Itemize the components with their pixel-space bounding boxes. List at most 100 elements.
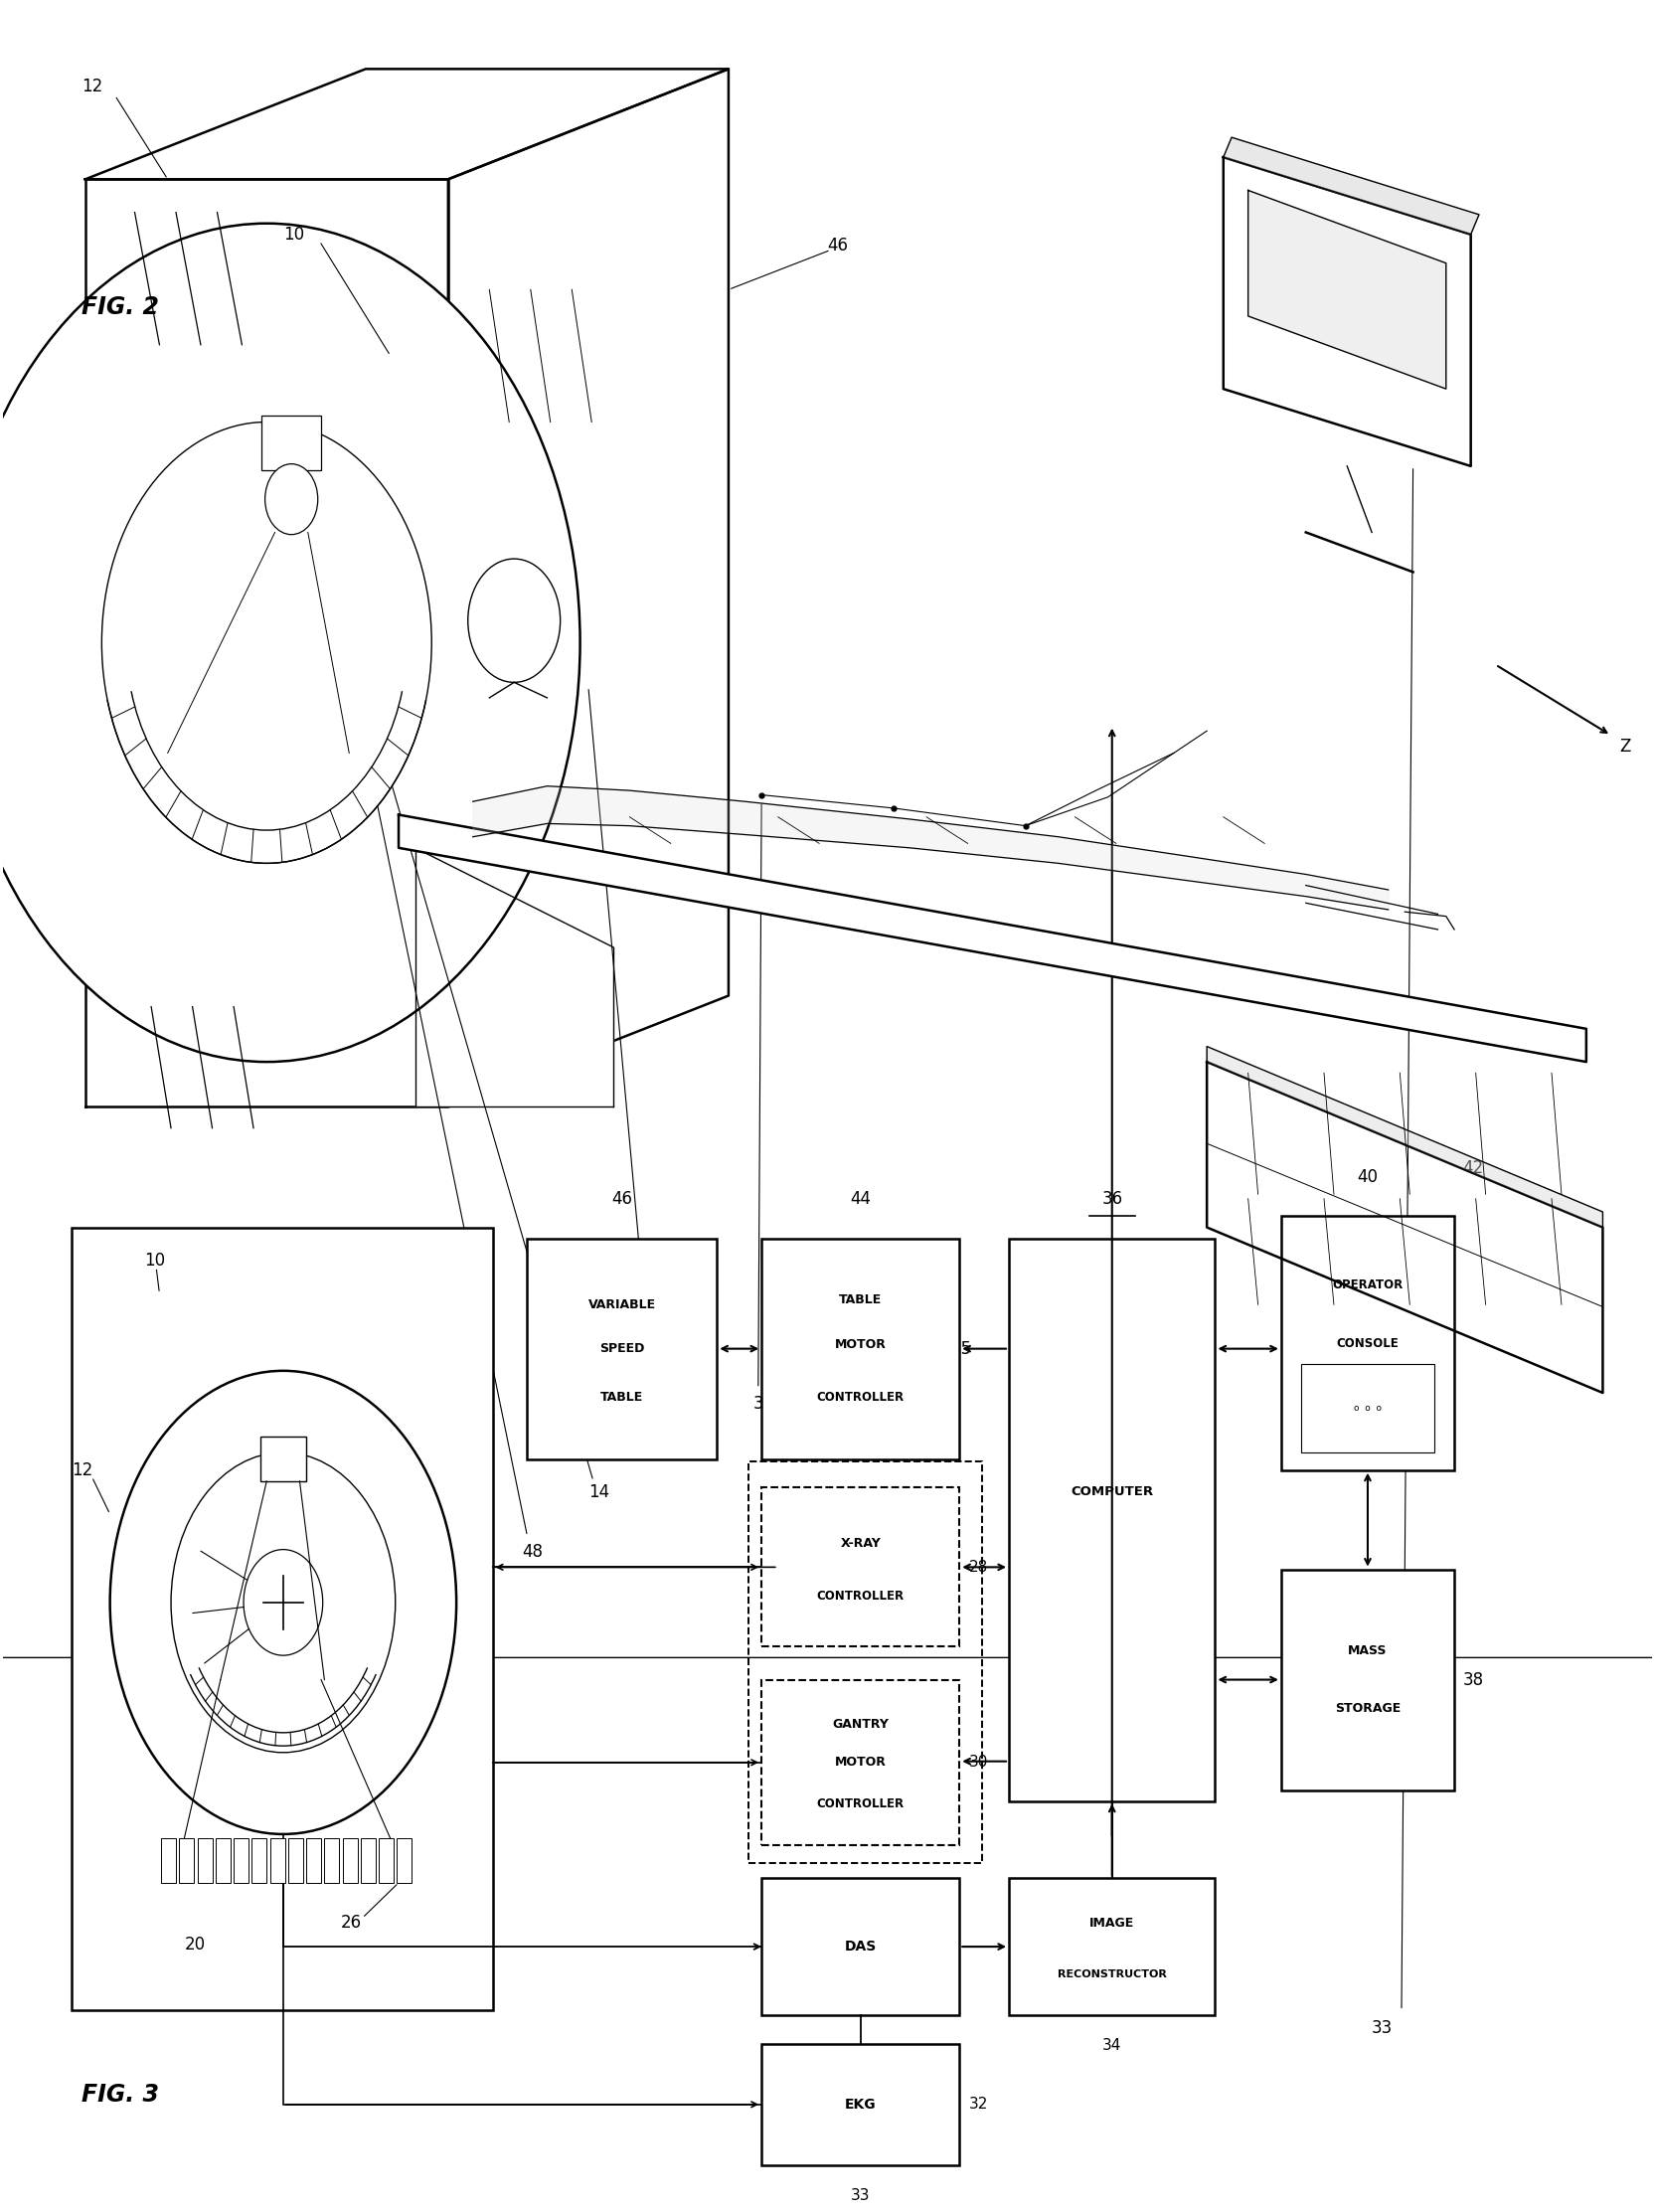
Bar	[379, 1838, 394, 1882]
Text: CONSOLE: CONSOLE	[1336, 1336, 1398, 1349]
Bar	[1300, 1365, 1434, 1453]
Text: o  o  o: o o o	[1353, 1405, 1381, 1413]
Text: 16: 16	[121, 1624, 139, 1639]
Circle shape	[468, 560, 561, 681]
Text: MOTOR: MOTOR	[834, 1756, 887, 1770]
Text: 22: 22	[137, 1717, 155, 1730]
Text: MASS: MASS	[1348, 1644, 1386, 1657]
Bar	[761, 1878, 959, 2015]
Text: RECONSTRUCTOR: RECONSTRUCTOR	[1057, 1969, 1166, 1980]
Text: COMPUTER: COMPUTER	[1070, 1484, 1153, 1498]
Ellipse shape	[101, 422, 432, 863]
Polygon shape	[1222, 137, 1479, 234]
Bar	[761, 1679, 959, 1845]
Text: TABLE: TABLE	[839, 1294, 882, 1307]
Text: TABLE: TABLE	[600, 1391, 643, 1405]
Text: CONTROLLER: CONTROLLER	[815, 1798, 903, 1809]
Text: 48: 48	[523, 1542, 543, 1562]
Polygon shape	[448, 69, 728, 1106]
Text: 26: 26	[341, 1913, 362, 1931]
Text: Z: Z	[1618, 737, 1629, 754]
Text: 20: 20	[184, 1936, 205, 1953]
Text: DAS: DAS	[844, 1940, 877, 1953]
Bar	[270, 1838, 284, 1882]
Bar	[73, 1228, 493, 2011]
Text: 28: 28	[969, 1559, 987, 1575]
Text: CONTROLLER: CONTROLLER	[815, 1588, 903, 1601]
Text: 32: 32	[969, 2097, 987, 2112]
Bar	[1009, 1878, 1214, 2015]
Polygon shape	[86, 179, 448, 1106]
Bar	[761, 2044, 959, 2166]
Text: 36: 36	[1102, 1190, 1121, 1208]
Polygon shape	[1206, 1062, 1601, 1394]
Bar	[288, 1838, 303, 1882]
Polygon shape	[415, 847, 612, 1106]
Bar	[160, 1838, 175, 1882]
Text: GANTRY: GANTRY	[832, 1719, 888, 1730]
Text: 44: 44	[850, 1190, 870, 1208]
Bar	[233, 1838, 248, 1882]
Text: 35: 35	[341, 1650, 357, 1666]
Text: 24: 24	[341, 1544, 357, 1559]
Bar	[215, 1838, 230, 1882]
Text: 30: 30	[969, 1754, 987, 1770]
Text: STORAGE: STORAGE	[1335, 1701, 1399, 1714]
Bar	[306, 1838, 321, 1882]
Bar	[1280, 1217, 1454, 1471]
Bar	[251, 1838, 266, 1882]
Circle shape	[170, 1453, 395, 1752]
Text: 42: 42	[1462, 1159, 1482, 1177]
Text: FIG. 2: FIG. 2	[83, 296, 159, 319]
Bar	[761, 1239, 959, 1460]
Bar	[397, 1838, 412, 1882]
Text: 12: 12	[83, 77, 103, 95]
Polygon shape	[86, 69, 728, 179]
Bar	[748, 1462, 982, 1863]
Text: SPEED: SPEED	[599, 1343, 645, 1356]
Polygon shape	[1247, 190, 1446, 389]
Text: 46: 46	[827, 237, 849, 254]
Text: 35: 35	[197, 1624, 215, 1639]
Text: X-RAY: X-RAY	[840, 1537, 880, 1551]
Text: 12: 12	[73, 1462, 93, 1480]
Polygon shape	[1206, 1046, 1601, 1228]
Bar	[342, 1838, 357, 1882]
Bar	[1280, 1568, 1454, 1790]
Polygon shape	[1222, 157, 1470, 467]
Circle shape	[109, 1371, 457, 1834]
Text: IMAGE: IMAGE	[1088, 1918, 1135, 1929]
Bar	[361, 1838, 375, 1882]
Text: CONTROLLER: CONTROLLER	[815, 1391, 903, 1405]
Text: MOTOR: MOTOR	[834, 1338, 887, 1352]
Text: 33: 33	[1371, 2020, 1393, 2037]
Text: 18: 18	[208, 787, 230, 805]
Text: 33: 33	[850, 2188, 870, 2203]
Text: 46: 46	[612, 1190, 632, 1208]
Text: 10: 10	[283, 226, 304, 243]
Bar	[261, 416, 321, 471]
Text: EKG: EKG	[844, 2097, 875, 2112]
Bar	[761, 1489, 959, 1646]
Text: 18: 18	[266, 1699, 284, 1712]
Text: 35: 35	[753, 1396, 774, 1413]
Text: 48: 48	[346, 1606, 364, 1621]
Text: 34: 34	[1102, 2039, 1121, 2053]
Text: 35: 35	[951, 1340, 971, 1358]
Text: 10: 10	[144, 1252, 165, 1270]
Text: 14: 14	[306, 1418, 326, 1433]
Bar	[260, 1438, 306, 1482]
Bar	[179, 1838, 194, 1882]
Bar	[324, 1838, 339, 1882]
Text: FIG. 3: FIG. 3	[83, 2081, 159, 2106]
Bar	[1009, 1239, 1214, 1801]
Bar	[197, 1838, 212, 1882]
Bar	[528, 1239, 716, 1460]
Ellipse shape	[0, 223, 581, 1062]
Circle shape	[243, 1548, 323, 1655]
Text: VARIABLE: VARIABLE	[587, 1298, 655, 1312]
Text: 14: 14	[587, 1484, 609, 1502]
Text: 40: 40	[1356, 1168, 1378, 1186]
Text: 22: 22	[637, 1327, 658, 1345]
Text: 38: 38	[1462, 1670, 1482, 1688]
